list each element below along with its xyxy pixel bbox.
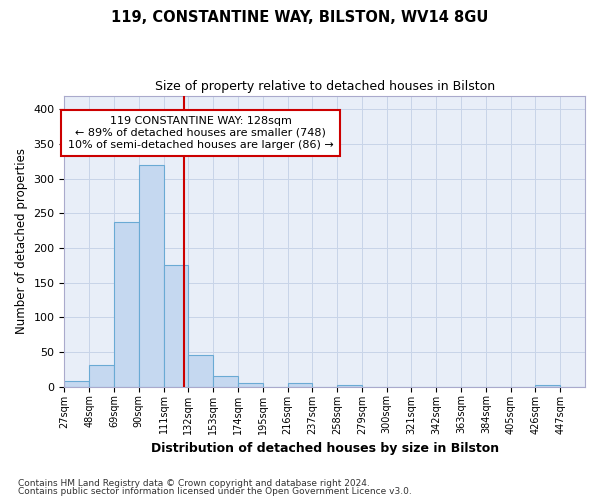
Bar <box>535 384 560 386</box>
Bar <box>139 165 164 386</box>
Bar <box>164 266 188 386</box>
Bar <box>114 222 139 386</box>
Text: 119 CONSTANTINE WAY: 128sqm
← 89% of detached houses are smaller (748)
10% of se: 119 CONSTANTINE WAY: 128sqm ← 89% of det… <box>68 116 334 150</box>
Y-axis label: Number of detached properties: Number of detached properties <box>15 148 28 334</box>
Bar <box>188 356 213 386</box>
Bar <box>64 381 89 386</box>
Bar <box>287 383 313 386</box>
Text: 119, CONSTANTINE WAY, BILSTON, WV14 8GU: 119, CONSTANTINE WAY, BILSTON, WV14 8GU <box>112 10 488 25</box>
Bar <box>213 376 238 386</box>
Title: Size of property relative to detached houses in Bilston: Size of property relative to detached ho… <box>155 80 495 93</box>
Bar <box>337 384 362 386</box>
Text: Contains public sector information licensed under the Open Government Licence v3: Contains public sector information licen… <box>18 487 412 496</box>
Bar <box>238 383 263 386</box>
X-axis label: Distribution of detached houses by size in Bilston: Distribution of detached houses by size … <box>151 442 499 455</box>
Bar <box>89 365 114 386</box>
Text: Contains HM Land Registry data © Crown copyright and database right 2024.: Contains HM Land Registry data © Crown c… <box>18 478 370 488</box>
